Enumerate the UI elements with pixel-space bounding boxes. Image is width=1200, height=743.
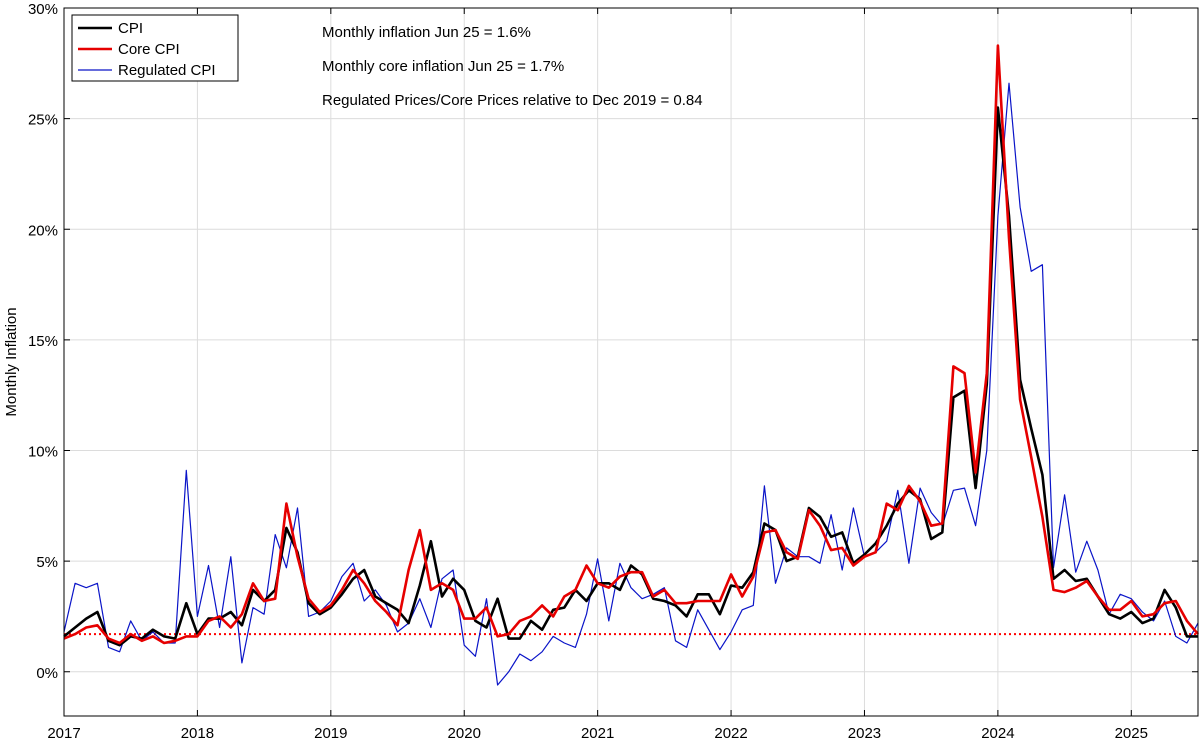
x-tick-label: 2020 <box>448 725 481 742</box>
x-tick-label: 2018 <box>181 725 214 742</box>
legend-label: Core CPI <box>118 41 180 58</box>
annotation-text: Monthly core inflation Jun 25 = 1.7% <box>322 58 564 75</box>
series-line-cpi <box>63 106 1198 647</box>
x-axis-ticks: 2017 2018 2019 2020 2021 2022 2023 2024 2025 <box>47 8 1148 742</box>
y-tick-label: 5% <box>36 554 58 571</box>
x-tick-label: 2023 <box>848 725 881 742</box>
y-tick-label: 20% <box>28 222 58 239</box>
x-tick-label: 2021 <box>581 725 614 742</box>
x-tick-label: 2019 <box>314 725 347 742</box>
gridlines <box>63 7 1198 716</box>
x-tick-label: 2017 <box>47 725 80 742</box>
y-axis-label: Monthly Inflation <box>3 307 20 416</box>
x-tick-label: 2025 <box>1115 725 1148 742</box>
y-tick-label: 0% <box>36 665 58 682</box>
y-tick-label: 30% <box>28 1 58 18</box>
y-axis-ticks: 0% 5% 10% 15% 20% 25% 30% <box>28 1 1198 682</box>
plot-frame <box>63 7 1199 717</box>
legend: CPI Core CPI Regulated CPI <box>71 14 239 82</box>
series-line-core-cpi <box>63 44 1199 645</box>
legend-label: CPI <box>118 20 143 37</box>
annotation-text: Monthly inflation Jun 25 = 1.6% <box>322 24 531 41</box>
annotation-text: Regulated Prices/Core Prices relative to… <box>322 92 703 109</box>
legend-label: Regulated CPI <box>118 62 216 79</box>
y-tick-label: 25% <box>28 112 58 129</box>
series-line-regulated-cpi <box>63 82 1199 686</box>
y-tick-label: 15% <box>28 333 58 350</box>
x-tick-label: 2024 <box>981 725 1014 742</box>
y-tick-label: 10% <box>28 444 58 461</box>
x-tick-label: 2022 <box>714 725 747 742</box>
annotations: Monthly inflation Jun 25 = 1.6% Monthly c… <box>322 24 703 109</box>
series-lines <box>63 44 1199 686</box>
